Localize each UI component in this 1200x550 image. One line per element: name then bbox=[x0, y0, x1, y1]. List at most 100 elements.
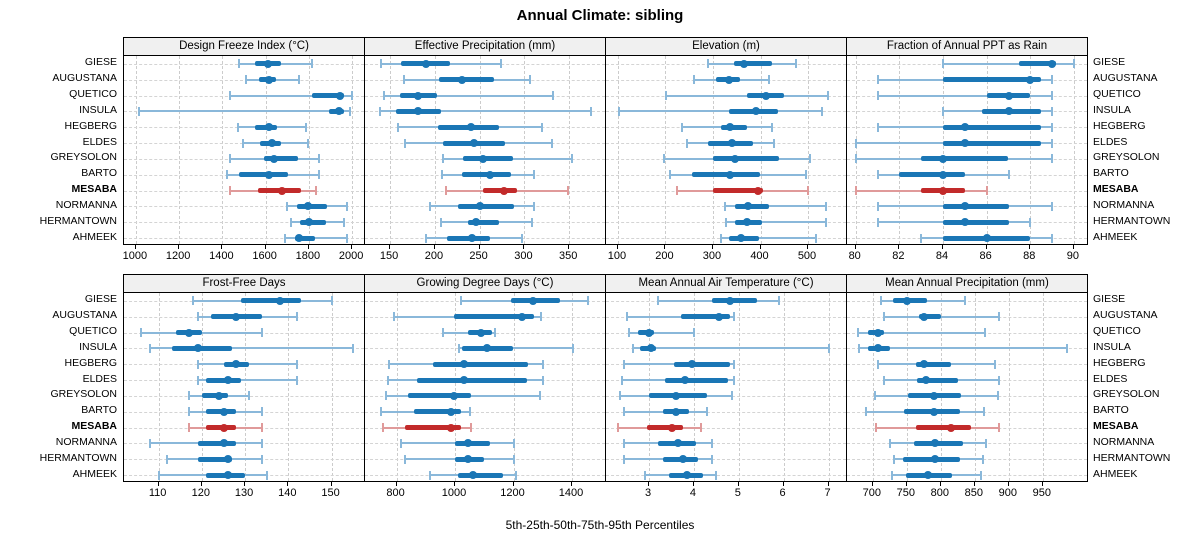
site-label-right-hegberg: HEGBERG bbox=[1093, 119, 1146, 132]
panel-header-design-freeze-index-c: Design Freeze Index (°C) bbox=[123, 37, 365, 56]
whisker-5-95-quetico bbox=[141, 331, 263, 334]
whisker-cap-low-giese bbox=[942, 59, 944, 69]
horizontal-gridline bbox=[124, 222, 364, 224]
whisker-cap-high-ahmeek bbox=[265, 470, 268, 480]
site-label-left-augustana: AUGUSTANA bbox=[52, 72, 117, 85]
median-dot-hermantown bbox=[304, 218, 313, 227]
axis-tick-label: 200 bbox=[424, 250, 444, 262]
whisker-cap-low-normanna bbox=[428, 201, 431, 211]
site-label-left-hegberg: HEGBERG bbox=[64, 356, 117, 369]
median-dot-quetico bbox=[1004, 91, 1013, 100]
median-dot-normanna bbox=[744, 202, 753, 211]
median-dot-quetico bbox=[336, 91, 345, 100]
vertical-gridline bbox=[352, 56, 354, 244]
iqr-bar-25-75-insula bbox=[171, 345, 233, 351]
median-dot-hegberg bbox=[466, 123, 475, 132]
horizontal-gridline bbox=[606, 475, 846, 477]
whisker-cap-high-barto bbox=[468, 407, 471, 417]
site-label-left-ahmeek: AHMEEK bbox=[72, 467, 117, 480]
median-dot-greysolon bbox=[449, 391, 458, 400]
site-label-left-eldes: ELDES bbox=[82, 135, 117, 148]
axis-tick bbox=[433, 245, 435, 249]
median-dot-insula bbox=[413, 107, 422, 116]
axis-tick bbox=[905, 482, 907, 486]
axis-tick bbox=[616, 245, 618, 249]
median-dot-hegberg bbox=[919, 360, 928, 369]
median-dot-ahmeek bbox=[683, 471, 692, 480]
iqr-bar-25-75-augustana bbox=[680, 314, 730, 320]
vertical-gridline bbox=[265, 56, 267, 244]
whisker-cap-low-mesaba bbox=[676, 186, 679, 196]
whisker-cap-low-augustana bbox=[392, 312, 395, 322]
whisker-cap-high-eldes bbox=[551, 138, 554, 148]
whisker-cap-high-insula bbox=[827, 343, 830, 353]
median-dot-augustana bbox=[232, 312, 241, 321]
whisker-cap-low-greysolon bbox=[663, 154, 665, 164]
median-dot-insula bbox=[335, 107, 344, 116]
site-label-left-barto: BARTO bbox=[81, 167, 117, 180]
vertical-gridline bbox=[872, 293, 874, 481]
iqr-bar-25-75-giese bbox=[240, 298, 302, 304]
vertical-gridline bbox=[569, 56, 571, 244]
iqr-bar-25-75-hegberg bbox=[943, 124, 1042, 130]
whisker-cap-high-hermantown bbox=[342, 217, 345, 227]
vertical-gridline bbox=[808, 56, 809, 244]
iqr-bar-25-75-augustana bbox=[943, 77, 1042, 83]
median-dot-quetico bbox=[184, 328, 193, 337]
whisker-cap-high-greysolon bbox=[538, 391, 541, 401]
median-dot-ahmeek bbox=[737, 234, 745, 243]
whisker-cap-low-quetico bbox=[876, 91, 879, 101]
horizontal-gridline bbox=[124, 79, 364, 81]
axis-tick-label: 300 bbox=[514, 250, 533, 262]
whisker-cap-high-quetico bbox=[552, 91, 555, 101]
axis-tick-label: 1200 bbox=[165, 250, 191, 262]
horizontal-gridline bbox=[124, 238, 364, 240]
vertical-gridline bbox=[617, 56, 619, 244]
median-dot-augustana bbox=[725, 75, 734, 84]
axis-tick bbox=[939, 482, 941, 486]
median-dot-eldes bbox=[459, 376, 468, 385]
whisker-5-95-quetico bbox=[877, 94, 1052, 97]
axis-tick-label: 1600 bbox=[252, 250, 277, 262]
site-label-right-normanna: NORMANNA bbox=[1093, 435, 1155, 448]
median-dot-insula bbox=[483, 344, 492, 353]
iqr-bar-25-75-ahmeek bbox=[458, 472, 504, 478]
axis-tick-label: 750 bbox=[896, 487, 915, 499]
median-dot-hermantown bbox=[960, 218, 969, 227]
median-dot-mesaba bbox=[277, 186, 286, 195]
whisker-cap-high-giese bbox=[1072, 59, 1075, 69]
axis-tick-label: 300 bbox=[702, 250, 722, 262]
axis-tick-label: 150 bbox=[321, 487, 340, 499]
whisker-5-95-giese bbox=[943, 62, 1074, 65]
median-dot-quetico bbox=[413, 91, 422, 100]
iqr-bar-25-75-greysolon bbox=[462, 156, 513, 162]
median-dot-giese bbox=[528, 296, 537, 305]
axis-tick-label: 700 bbox=[862, 487, 881, 499]
whisker-cap-low-mesaba bbox=[187, 423, 190, 433]
vertical-gridline bbox=[179, 56, 181, 244]
whisker-cap-low-insula bbox=[858, 343, 861, 353]
median-dot-greysolon bbox=[270, 154, 279, 163]
vertical-gridline bbox=[434, 56, 436, 244]
whisker-cap-low-giese bbox=[237, 59, 240, 69]
whisker-cap-high-barto bbox=[706, 407, 709, 417]
panel-plot-growing-degree-days-c bbox=[364, 292, 606, 482]
whisker-cap-high-eldes bbox=[541, 375, 544, 385]
whisker-cap-high-ahmeek bbox=[515, 470, 518, 480]
iqr-bar-25-75-greysolon bbox=[921, 156, 1009, 162]
whisker-cap-low-normanna bbox=[724, 201, 727, 211]
whisker-cap-high-normanna bbox=[533, 201, 536, 211]
axis-tick-label: 200 bbox=[655, 250, 674, 262]
whisker-cap-high-greysolon bbox=[731, 391, 734, 401]
whisker-cap-high-barto bbox=[983, 407, 986, 417]
site-label-left-augustana: AUGUSTANA bbox=[52, 309, 117, 322]
whisker-cap-high-eldes bbox=[1051, 138, 1054, 148]
whisker-cap-low-giese bbox=[707, 59, 710, 69]
whisker-cap-low-eldes bbox=[854, 138, 857, 148]
whisker-cap-high-quetico bbox=[351, 91, 354, 101]
whisker-cap-low-mesaba bbox=[228, 186, 231, 196]
median-dot-giese bbox=[902, 296, 911, 305]
whisker-cap-low-hermantown bbox=[404, 454, 407, 464]
axis-tick bbox=[648, 482, 650, 486]
median-dot-hermantown bbox=[223, 455, 232, 464]
